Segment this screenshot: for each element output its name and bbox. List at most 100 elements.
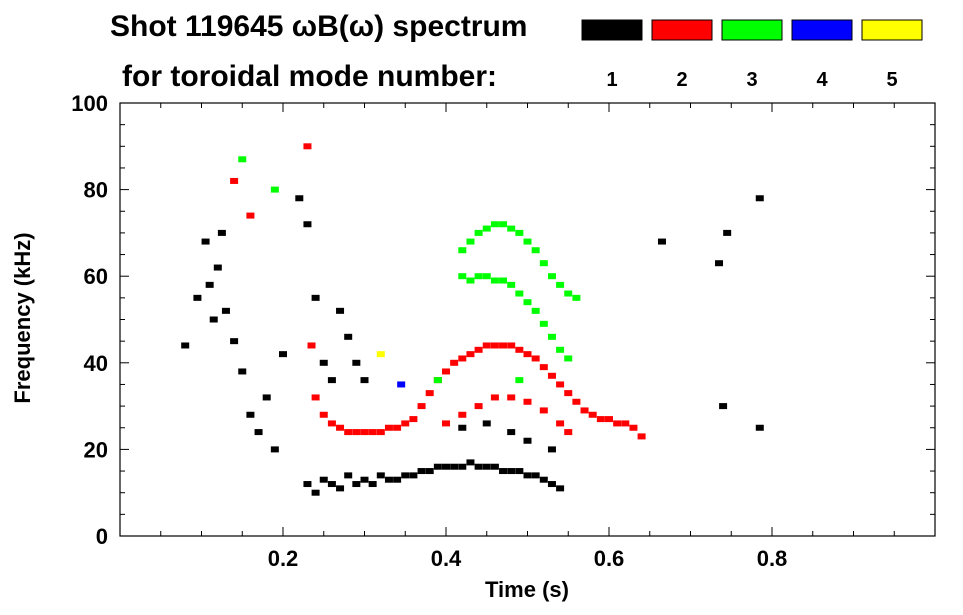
data-point xyxy=(246,212,255,219)
data-point xyxy=(213,264,222,271)
data-point xyxy=(393,424,402,431)
data-point xyxy=(474,346,483,353)
data-point xyxy=(181,342,190,349)
data-point xyxy=(523,437,532,444)
data-point xyxy=(474,463,483,470)
data-point xyxy=(193,294,202,301)
data-point xyxy=(547,372,556,379)
series-mode-5 xyxy=(376,351,385,358)
data-point xyxy=(458,247,467,254)
y-tick-label: 100 xyxy=(71,91,108,116)
y-tick-label: 40 xyxy=(84,351,108,376)
data-point xyxy=(719,403,728,410)
legend-swatch-4 xyxy=(791,19,853,41)
data-point xyxy=(482,420,491,427)
data-point xyxy=(238,156,247,163)
data-point xyxy=(572,294,581,301)
data-point xyxy=(352,481,361,488)
data-point xyxy=(442,463,450,470)
data-point xyxy=(531,355,540,362)
data-point xyxy=(755,424,764,431)
data-point xyxy=(482,273,491,280)
data-point xyxy=(523,238,532,245)
data-point xyxy=(319,476,328,483)
data-point xyxy=(417,468,426,475)
x-tick-label: 0.8 xyxy=(757,546,788,571)
data-point xyxy=(466,351,475,358)
legend-swatch-3 xyxy=(721,19,783,41)
data-point xyxy=(450,463,459,470)
x-axis-label: Time (s) xyxy=(485,577,569,602)
data-point xyxy=(246,411,255,418)
data-point xyxy=(507,342,516,349)
data-point xyxy=(360,476,369,483)
legend-swatch-1 xyxy=(581,19,643,41)
y-tick-label: 20 xyxy=(84,437,108,462)
data-points xyxy=(181,143,764,496)
data-point xyxy=(539,476,548,483)
y-axis-label: Frequency (kHz) xyxy=(10,232,35,403)
data-point xyxy=(368,481,377,488)
data-point xyxy=(352,429,361,436)
data-point xyxy=(458,424,467,431)
data-point xyxy=(327,481,336,488)
data-point xyxy=(360,377,369,384)
data-point xyxy=(295,195,304,202)
data-point xyxy=(401,472,410,479)
data-point xyxy=(336,485,345,492)
legend-label-1: 1 xyxy=(606,69,617,91)
data-point xyxy=(539,364,548,371)
data-point xyxy=(466,238,475,245)
data-point xyxy=(262,394,271,401)
data-point xyxy=(230,177,239,184)
data-point xyxy=(303,143,312,150)
data-point xyxy=(715,260,724,267)
data-point xyxy=(482,463,491,470)
data-point xyxy=(254,429,263,436)
data-point xyxy=(507,429,516,436)
data-point xyxy=(499,277,508,284)
y-tick-labels: 0 20 40 60 80 100 xyxy=(71,91,108,549)
data-point xyxy=(572,398,581,405)
data-point xyxy=(523,472,532,479)
data-point xyxy=(466,459,475,466)
data-point xyxy=(376,351,385,358)
legend-label-5: 5 xyxy=(886,69,897,91)
data-point xyxy=(327,377,336,384)
data-point xyxy=(311,489,320,496)
legend-swatch-2 xyxy=(651,19,713,41)
data-point xyxy=(217,229,226,236)
data-point xyxy=(556,346,565,353)
data-point xyxy=(556,381,565,388)
data-point xyxy=(417,403,426,410)
y-tick-label: 60 xyxy=(84,264,108,289)
data-point xyxy=(482,342,491,349)
data-point xyxy=(319,359,328,366)
data-point xyxy=(490,221,499,228)
legend: 1 2 3 4 5 xyxy=(581,19,923,91)
series-mode-1 xyxy=(181,195,764,496)
legend-label-4: 4 xyxy=(816,69,828,91)
data-point xyxy=(588,411,597,418)
data-point xyxy=(238,368,247,375)
data-point xyxy=(344,472,353,479)
x-tick-label: 0.6 xyxy=(594,546,625,571)
data-point xyxy=(523,351,532,358)
data-point xyxy=(458,411,467,418)
data-point xyxy=(499,221,508,228)
data-point xyxy=(564,429,573,436)
data-point xyxy=(270,186,279,193)
data-point xyxy=(409,472,418,479)
data-point xyxy=(352,359,361,366)
data-point xyxy=(433,377,442,384)
data-point xyxy=(201,238,210,245)
data-point xyxy=(458,355,467,362)
data-point xyxy=(327,420,336,427)
data-point xyxy=(474,229,483,236)
data-point xyxy=(564,390,573,397)
data-point xyxy=(580,407,589,414)
data-point xyxy=(490,463,499,470)
data-point xyxy=(474,273,483,280)
axis-ticks xyxy=(120,102,935,537)
